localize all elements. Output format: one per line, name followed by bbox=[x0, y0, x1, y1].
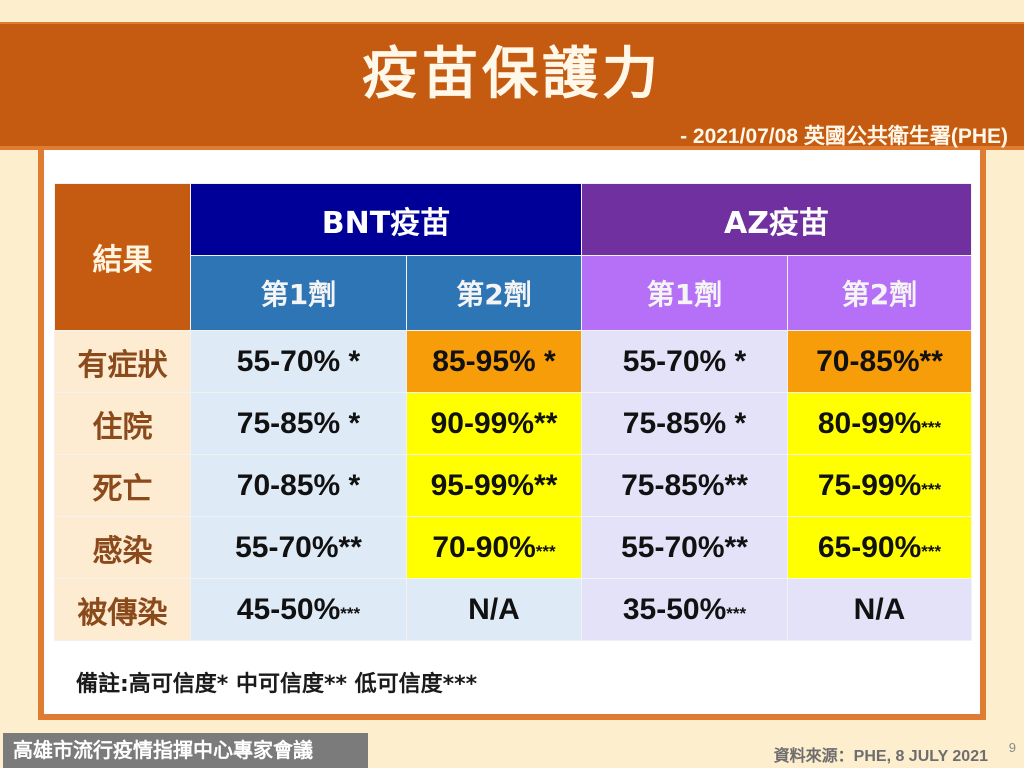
az-dose-1-cell: 35-50%*** bbox=[581, 578, 788, 641]
bnt-vaccine-header: BNT疫苗 bbox=[190, 183, 582, 256]
az-dose-1-cell: 75-85% * bbox=[581, 392, 788, 455]
row-label: 住院 bbox=[54, 392, 191, 455]
az-dose-2-cell: 65-90%*** bbox=[786, 516, 973, 579]
table-row-death: 死亡 70-85% * 95-99%** 75-85%** 75-99%*** bbox=[54, 454, 973, 517]
page-title: 疫苗保護力 bbox=[362, 42, 662, 107]
row-label: 死亡 bbox=[54, 454, 191, 517]
bnt-dose-1-cell: 75-85% * bbox=[190, 392, 407, 455]
az-dose-1-cell: 55-70%** bbox=[581, 516, 788, 579]
row-label: 有症狀 bbox=[54, 330, 191, 393]
bnt-dose-2-cell: 85-95% * bbox=[406, 330, 582, 393]
table-row-hospitalization: 住院 75-85% * 90-99%** 75-85% * 80-99%*** bbox=[54, 392, 973, 455]
top-strip bbox=[0, 0, 1024, 22]
az-dose-2-header: 第2劑 bbox=[786, 255, 973, 331]
header-band bbox=[0, 22, 1024, 150]
page-number: 9 bbox=[1008, 740, 1016, 755]
bnt-dose-2-header: 第2劑 bbox=[406, 255, 582, 331]
az-dose-1-cell: 75-85%** bbox=[581, 454, 788, 517]
bnt-dose-1-cell: 55-70%** bbox=[190, 516, 407, 579]
az-dose-2-cell: N/A bbox=[786, 578, 973, 641]
organization-badge: 高雄市流行疫情指揮中心專家會議 bbox=[3, 733, 368, 768]
confidence-note: 備註:高可信度* 中可信度** 低可信度*** bbox=[76, 672, 478, 697]
bnt-dose-2-cell: N/A bbox=[406, 578, 582, 641]
source-citation: 資料來源：PHE, 8 JULY 2021 bbox=[773, 748, 988, 765]
az-dose-1-cell: 55-70% * bbox=[581, 330, 788, 393]
group-header-row: 結果 BNT疫苗 AZ疫苗 bbox=[54, 183, 973, 331]
bnt-dose-2-cell: 90-99%** bbox=[406, 392, 582, 455]
bnt-dose-2-cell: 95-99%** bbox=[406, 454, 582, 517]
dose-header-row: 第1劑 第2劑 第1劑 第2劑 bbox=[55, 255, 973, 331]
vaccine-efficacy-table: 結果 BNT疫苗 AZ疫苗 第1劑 第2劑 第1劑 第2劑 有症狀 55-70%… bbox=[54, 183, 973, 641]
row-label: 被傳染 bbox=[54, 578, 191, 641]
row-label: 感染 bbox=[54, 516, 191, 579]
table-row-symptomatic: 有症狀 55-70% * 85-95% * 55-70% * 70-85%** bbox=[54, 330, 973, 393]
az-vaccine-header: AZ疫苗 bbox=[580, 183, 973, 256]
table-row-transmission: 被傳染 45-50%*** N/A 35-50%*** N/A bbox=[54, 578, 973, 641]
bnt-dose-1-cell: 45-50%*** bbox=[190, 578, 407, 641]
page-subtitle: - 2021/07/08 英國公共衛生署(PHE) bbox=[680, 125, 1008, 148]
az-dose-2-cell: 75-99%*** bbox=[786, 454, 973, 517]
bnt-dose-1-cell: 55-70% * bbox=[190, 330, 407, 393]
bnt-dose-2-cell: 70-90%*** bbox=[406, 516, 582, 579]
az-dose-2-cell: 70-85%** bbox=[786, 330, 973, 393]
az-dose-2-cell: 80-99%*** bbox=[786, 392, 973, 455]
table-row-infection: 感染 55-70%** 70-90%*** 55-70%** 65-90%*** bbox=[54, 516, 973, 579]
az-dose-1-header: 第1劑 bbox=[581, 255, 788, 331]
bnt-dose-1-cell: 70-85% * bbox=[190, 454, 407, 517]
result-header: 結果 bbox=[54, 183, 191, 331]
bnt-dose-1-header: 第1劑 bbox=[190, 255, 407, 331]
